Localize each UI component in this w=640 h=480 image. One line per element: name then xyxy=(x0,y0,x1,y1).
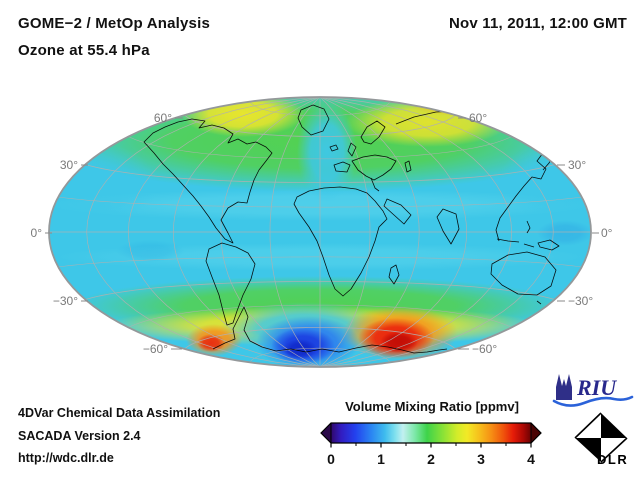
riu-logo: RIU xyxy=(552,374,634,407)
continent-outline xyxy=(351,154,397,181)
attribution-block: 4DVar Chemical Data Assimilation SACADA … xyxy=(18,402,220,470)
continent-outline xyxy=(347,142,357,157)
ozone-blob xyxy=(409,97,501,116)
continent-outline xyxy=(329,144,339,152)
graticule xyxy=(49,97,591,367)
continent-outline xyxy=(293,186,388,297)
meridian-line xyxy=(319,97,468,367)
continent-outline xyxy=(496,238,520,243)
continent-outline xyxy=(297,104,330,136)
dlr-emblem-edge-left xyxy=(574,412,602,439)
dlr-logo-text: DLR xyxy=(597,452,628,467)
colorbar-scale xyxy=(331,423,531,443)
continent-outline xyxy=(490,251,557,296)
continent-outline xyxy=(536,300,542,305)
dlr-emblem-lower-triangle xyxy=(575,438,601,462)
attribution-line-2: SACADA Version 2.4 xyxy=(18,428,141,443)
colorbar-tick-label: 1 xyxy=(377,451,385,467)
meridian-line xyxy=(319,97,554,367)
colorbar xyxy=(320,422,542,448)
map-outline xyxy=(48,96,592,368)
continent-outline xyxy=(205,242,256,326)
figure-title: GOME−2 / MetOp Analysis xyxy=(18,15,211,32)
colorbar-tick-label: 2 xyxy=(427,451,435,467)
latitude-label: 0° xyxy=(601,226,613,240)
continent-outline xyxy=(370,177,380,192)
latitude-label: 60° xyxy=(154,111,172,125)
continent-outline xyxy=(333,161,351,173)
ozone-blob xyxy=(537,220,591,246)
continent-outline xyxy=(143,118,273,244)
colorbar-tick-label: 0 xyxy=(327,451,335,467)
figure-subtitle: Ozone at 55.4 hPa xyxy=(18,42,150,59)
riu-wave-icon xyxy=(552,395,634,407)
riu-logo-text: RIU xyxy=(576,375,617,400)
latitude-label: 0° xyxy=(31,226,43,240)
continent-outline xyxy=(360,120,386,145)
continent-outlines xyxy=(143,104,580,354)
latitude-label: −30° xyxy=(53,294,78,308)
ozone-blob xyxy=(116,240,184,262)
continent-outline xyxy=(572,312,580,322)
ozone-blob xyxy=(500,138,591,222)
meridian-line xyxy=(319,97,420,367)
latitude-label: 60° xyxy=(469,111,487,125)
colorbar-right-arrow xyxy=(531,423,541,443)
dlr-emblem-edge-right xyxy=(600,437,628,463)
ozone-blob xyxy=(297,102,357,202)
dlr-logo: DLR xyxy=(574,412,628,467)
colorbar-tick-label: 4 xyxy=(527,451,535,467)
latitude-label: −60° xyxy=(472,342,497,356)
attribution-line-1: 4DVar Chemical Data Assimilation xyxy=(18,406,221,420)
latitude-label: −60° xyxy=(143,342,168,356)
meridian-line xyxy=(128,97,321,367)
meridian-line xyxy=(220,97,321,367)
riu-cathedral-icon xyxy=(556,374,572,400)
colorbar-title: Volume Mixing Ratio [ppmv] xyxy=(345,399,519,414)
continent-outline xyxy=(383,198,412,225)
continent-outline xyxy=(404,160,412,173)
latitude-label: 30° xyxy=(60,158,78,172)
meridian-line xyxy=(319,97,512,367)
continent-outline xyxy=(436,208,460,245)
continent-outline xyxy=(388,264,400,285)
colorbar-tick-label: 3 xyxy=(477,451,485,467)
latitude-label: 30° xyxy=(568,158,586,172)
meridian-line xyxy=(172,97,321,367)
continent-outline xyxy=(537,239,560,251)
meridian-line xyxy=(86,97,321,367)
attribution-url: http://wdc.dlr.de xyxy=(18,451,114,466)
continent-outline xyxy=(523,243,535,248)
colorbar-left-arrow xyxy=(321,423,331,443)
meridian-line xyxy=(319,97,371,367)
meridian-line xyxy=(269,97,321,367)
figure-datetime: Nov 11, 2011, 12:00 GMT xyxy=(448,15,627,32)
dlr-emblem-upper-triangle xyxy=(601,413,627,438)
continent-outline xyxy=(212,306,448,354)
latitude-label: −30° xyxy=(568,294,593,308)
ozone-blob xyxy=(197,334,225,352)
continent-outline xyxy=(526,220,531,234)
